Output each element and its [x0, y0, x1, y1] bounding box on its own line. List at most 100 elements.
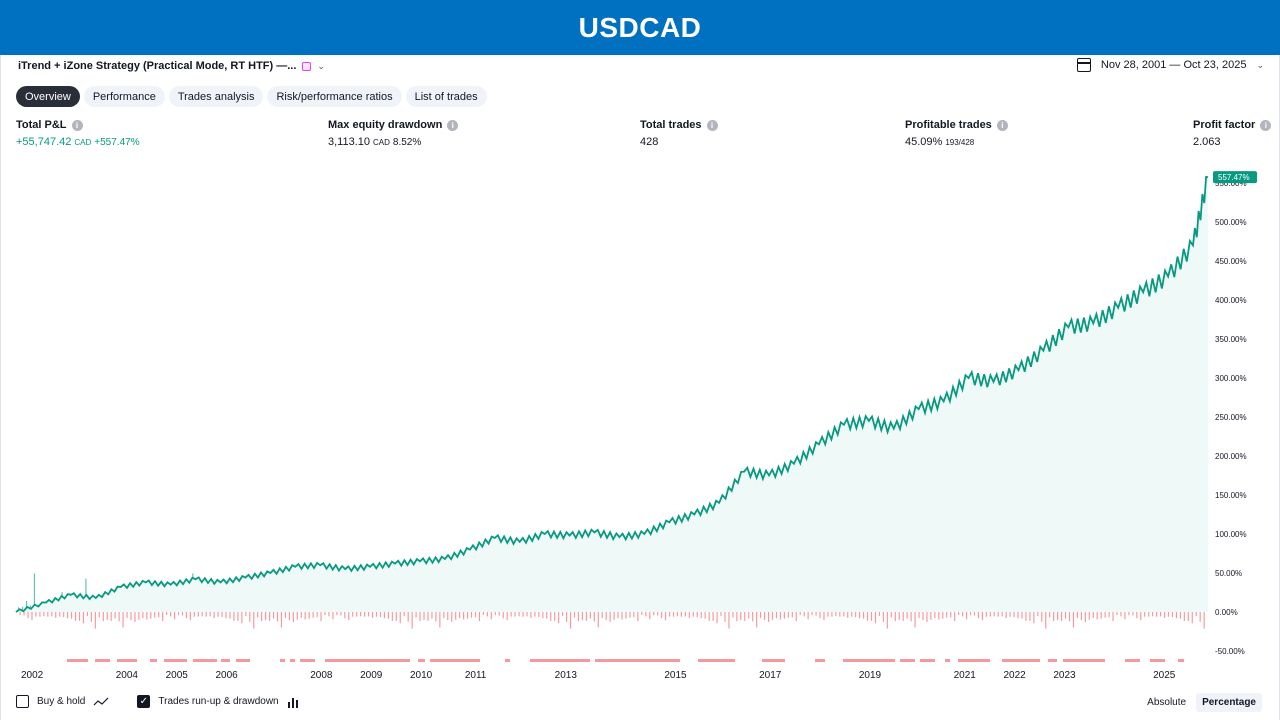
- drawdown-bar: [1068, 612, 1071, 622]
- absolute-toggle[interactable]: Absolute: [1147, 697, 1187, 708]
- drawdown-bar: [74, 612, 77, 621]
- drawdown-bar: [625, 612, 627, 619]
- drawdown-bar: [300, 612, 302, 619]
- drawdown-period-dash: [164, 659, 187, 662]
- drawdown-bar: [340, 612, 342, 616]
- drawdown-bar: [463, 612, 465, 620]
- drawdown-bar: [316, 612, 318, 618]
- drawdown-bar: [94, 612, 96, 629]
- drawdown-bar: [102, 612, 104, 622]
- tab-trades-analysis[interactable]: Trades analysis: [168, 86, 264, 107]
- total-pnl-pct: +557.47%: [94, 137, 140, 148]
- drawdown-bar: [1045, 612, 1047, 629]
- drawdown-bar: [1175, 612, 1178, 619]
- drawdown-period-dash: [900, 659, 915, 662]
- tab-overview[interactable]: Overview: [16, 86, 80, 107]
- drawdown-bar: [106, 612, 108, 621]
- drawdown-bar: [577, 612, 580, 622]
- drawdown-bar: [672, 612, 675, 617]
- drawdown-bar: [197, 612, 199, 617]
- drawdown-bar: [348, 612, 350, 621]
- drawdown-bar: [360, 612, 362, 617]
- drawdown-period-dash: [1150, 659, 1165, 662]
- drawdown-period-dash: [236, 659, 250, 662]
- percentage-toggle[interactable]: Percentage: [1196, 693, 1262, 712]
- drawdown-period-dash: [280, 659, 285, 662]
- runup-drawdown-checkbox[interactable]: ✓: [137, 695, 151, 708]
- drawdown-bar: [336, 612, 338, 616]
- drawdown-bar: [981, 612, 983, 621]
- drawdown-bar: [494, 612, 496, 616]
- drawdown-period-dash: [117, 659, 137, 662]
- drawdown-bar: [308, 612, 310, 619]
- drawdown-bar: [280, 612, 283, 628]
- drawdown-bar: [162, 612, 164, 622]
- drawdown-period-dash: [150, 659, 157, 662]
- drawdown-bar: [1049, 612, 1051, 618]
- drawdown-bar: [839, 612, 841, 617]
- drawdown-bar: [562, 612, 564, 616]
- metric-label: Total P&L: [16, 119, 67, 131]
- drawdown-bar: [763, 612, 766, 621]
- drawdown-bar: [859, 612, 861, 619]
- drawdown-bar: [82, 612, 85, 624]
- drawdown-bar: [249, 612, 251, 622]
- drawdown-bar: [914, 612, 916, 628]
- last-value-label: 557.47%: [1218, 173, 1250, 182]
- drawdown-bar: [1084, 612, 1086, 622]
- drawdown-bar: [680, 612, 683, 617]
- drawdown-bar: [1025, 612, 1027, 621]
- drawdown-bar: [1096, 612, 1098, 620]
- drawdown-bar: [514, 612, 516, 617]
- drawdown-bar: [185, 612, 188, 619]
- drawdown-bar: [918, 612, 920, 619]
- drawdown-bar: [225, 612, 227, 619]
- drawdown-bar: [288, 612, 290, 621]
- y-tick-label: 450.00%: [1215, 257, 1247, 266]
- tab-performance[interactable]: Performance: [83, 86, 165, 107]
- drawdown-bar: [554, 612, 556, 621]
- drawdown-bar: [855, 612, 857, 618]
- tab-list-of-trades[interactable]: List of trades: [405, 86, 487, 107]
- drawdown-bar: [736, 612, 738, 622]
- strategy-selector[interactable]: iTrend + iZone Strategy (Practical Mode,…: [18, 60, 325, 72]
- drawdown-bar: [312, 612, 314, 618]
- drawdown-bar: [272, 612, 275, 619]
- buy-hold-checkbox[interactable]: [16, 695, 29, 708]
- equity-chart[interactable]: 550.00% 500.00% 450.00% 400.00% 350.00% 300.0…: [0, 160, 1280, 685]
- drawdown-bar: [696, 612, 698, 618]
- drawdown-bar: [35, 612, 37, 617]
- drawdown-bar: [150, 612, 152, 619]
- drawdown-bar: [961, 612, 964, 617]
- drawdown-bar: [1021, 612, 1023, 619]
- drawdown-bar: [431, 612, 433, 619]
- strategy-name: iTrend + iZone Strategy (Practical Mode,…: [18, 60, 297, 72]
- drawdown-bar: [134, 612, 136, 622]
- total-pnl-value: +55,747.42: [16, 136, 72, 148]
- drawdown-bar: [938, 612, 940, 620]
- drawdown-bar: [379, 612, 382, 618]
- drawdown-bar: [1104, 612, 1106, 618]
- drawdown-bar: [407, 612, 409, 622]
- drawdown-bar: [173, 612, 176, 620]
- metric-label: Profitable trades: [905, 119, 992, 131]
- drawdown-bar: [538, 612, 540, 618]
- metric-total-pnl: Total P&L i +55,747.42 CAD +557.47%: [16, 119, 140, 148]
- view-toggle: Absolute Percentage: [1141, 693, 1262, 712]
- drawdown-bar: [490, 612, 492, 620]
- info-icon[interactable]: i: [1260, 119, 1272, 131]
- date-range-selector[interactable]: Nov 28, 2001 — Oct 23, 2025 ⌄: [1076, 58, 1264, 72]
- drawdown-bar: [1076, 612, 1079, 619]
- info-icon[interactable]: i: [996, 119, 1008, 131]
- drawdown-bar: [364, 612, 366, 617]
- info-icon[interactable]: i: [447, 119, 459, 131]
- drawdown-bar: [1041, 612, 1043, 622]
- tab-risk-performance-ratios[interactable]: Risk/performance ratios: [267, 86, 402, 107]
- drawdown-bar: [1195, 612, 1197, 616]
- drawdown-bar: [609, 612, 611, 622]
- info-icon[interactable]: i: [71, 119, 83, 131]
- info-icon[interactable]: i: [706, 119, 718, 131]
- drawdown-bar: [530, 612, 532, 618]
- drawdown-bar: [98, 612, 100, 618]
- drawdown-bar: [720, 612, 722, 616]
